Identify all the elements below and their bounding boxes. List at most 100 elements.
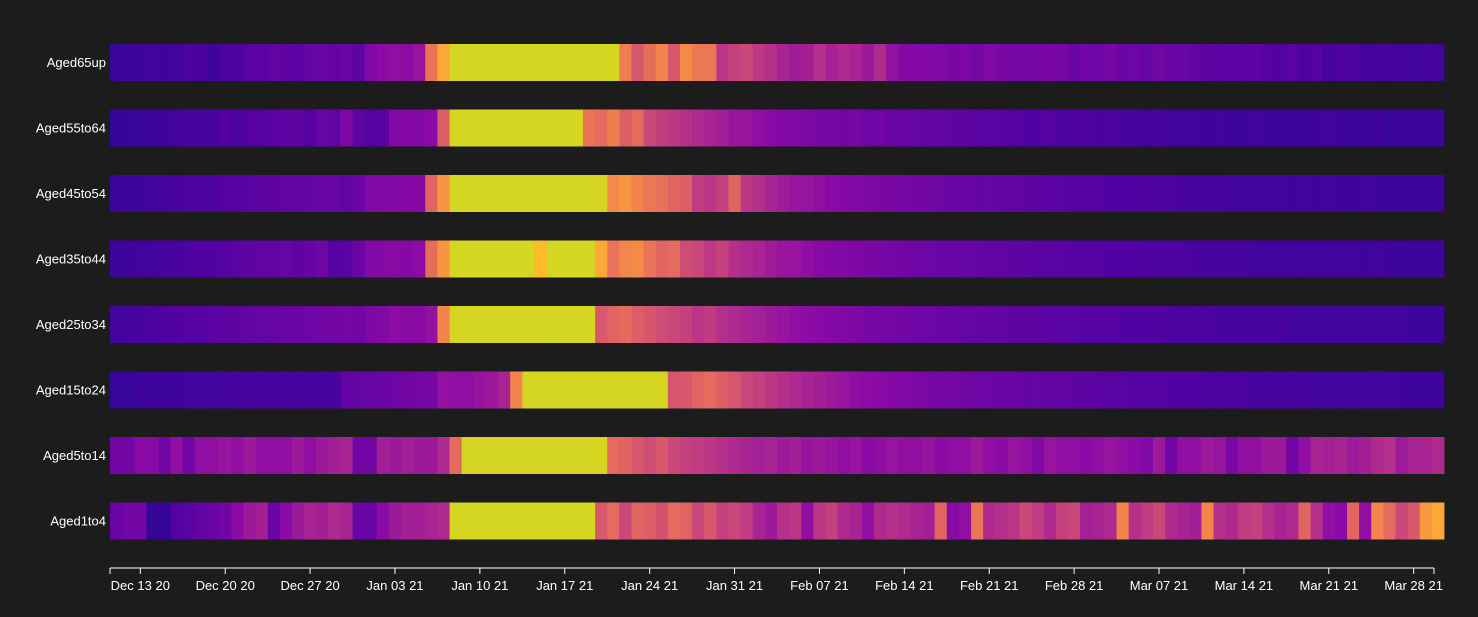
heatmap-cell bbox=[1262, 175, 1275, 212]
heatmap-cell bbox=[813, 44, 826, 81]
heatmap-cell bbox=[291, 502, 305, 540]
heatmap-cell bbox=[1383, 240, 1396, 278]
heatmap-cell bbox=[449, 240, 463, 278]
heatmap-cell bbox=[207, 437, 220, 474]
heatmap-cell bbox=[1116, 437, 1130, 474]
heatmap-cell bbox=[692, 371, 705, 409]
heatmap-cell bbox=[631, 44, 644, 81]
heatmap-cell bbox=[1068, 371, 1081, 409]
heatmap-cell bbox=[801, 371, 814, 409]
heatmap-cell bbox=[340, 371, 353, 409]
heatmap-cell bbox=[461, 44, 475, 81]
heatmap-cell bbox=[1274, 109, 1287, 147]
heatmap-cell bbox=[946, 109, 960, 147]
heatmap-cell bbox=[619, 306, 632, 343]
heatmap-cell bbox=[971, 240, 984, 278]
heatmap-cell bbox=[1249, 371, 1263, 409]
x-tick-label: Jan 10 21 bbox=[451, 578, 508, 593]
heatmap-cell bbox=[934, 240, 948, 278]
heatmap-cell bbox=[388, 109, 402, 147]
heatmap-cell bbox=[1407, 109, 1421, 147]
heatmap-cell bbox=[1346, 437, 1360, 474]
heatmap-cell bbox=[316, 306, 329, 343]
heatmap-cell bbox=[946, 437, 960, 474]
heatmap-cell bbox=[631, 175, 644, 212]
heatmap-cell bbox=[158, 240, 172, 278]
heatmap-cell bbox=[789, 175, 802, 212]
heatmap-cell bbox=[1310, 437, 1324, 474]
heatmap-cell bbox=[1080, 44, 1093, 81]
heatmap-cell bbox=[619, 371, 632, 409]
heatmap-cell bbox=[582, 240, 596, 278]
heatmap-row bbox=[110, 306, 1445, 343]
heatmap-cell bbox=[971, 371, 984, 409]
heatmap-cell bbox=[425, 502, 438, 540]
heatmap-cell bbox=[219, 306, 232, 343]
heatmap-cell bbox=[146, 44, 159, 81]
heatmap-cell bbox=[1128, 240, 1142, 278]
heatmap-cell bbox=[777, 44, 790, 81]
heatmap-cell bbox=[789, 502, 802, 540]
heatmap-cell bbox=[413, 175, 426, 212]
heatmap-cell bbox=[255, 502, 269, 540]
heatmap-cell bbox=[1274, 175, 1287, 212]
heatmap-cell bbox=[1419, 240, 1433, 278]
heatmap-cell bbox=[1298, 437, 1311, 474]
heatmap-cell bbox=[837, 175, 851, 212]
heatmap-cell bbox=[1359, 437, 1372, 474]
heatmap-cell bbox=[777, 109, 790, 147]
heatmap-cell bbox=[1213, 437, 1227, 474]
heatmap-cell bbox=[667, 44, 681, 81]
heatmap-cell bbox=[679, 175, 693, 212]
row-label: Aged1to4 bbox=[50, 514, 106, 529]
heatmap-cell bbox=[995, 109, 1008, 147]
heatmap-cell bbox=[692, 502, 705, 540]
heatmap-cell bbox=[995, 240, 1008, 278]
heatmap-cell bbox=[364, 44, 378, 81]
heatmap-cell bbox=[364, 306, 378, 343]
heatmap-cell bbox=[667, 437, 681, 474]
heatmap-row bbox=[110, 437, 1445, 474]
heatmap-cell bbox=[1007, 109, 1020, 147]
heatmap-cell bbox=[534, 306, 547, 343]
heatmap-cell bbox=[570, 371, 584, 409]
heatmap-cell bbox=[861, 306, 875, 343]
heatmap-cell bbox=[631, 371, 644, 409]
heatmap-cell bbox=[958, 44, 972, 81]
heatmap-cell bbox=[582, 371, 596, 409]
heatmap-cell bbox=[1128, 44, 1142, 81]
heatmap-cell bbox=[813, 240, 826, 278]
heatmap-cell bbox=[1322, 502, 1336, 540]
heatmap-cell bbox=[110, 502, 123, 540]
heatmap-cell bbox=[425, 437, 438, 474]
heatmap-cell bbox=[473, 109, 487, 147]
heatmap-cell bbox=[158, 44, 172, 81]
heatmap-cell bbox=[813, 502, 826, 540]
row-label: Aged5to14 bbox=[43, 448, 106, 463]
heatmap-cell bbox=[655, 44, 669, 81]
heatmap-cell bbox=[352, 44, 366, 81]
heatmap-cell bbox=[146, 240, 159, 278]
heatmap-cell bbox=[473, 175, 487, 212]
heatmap-cell bbox=[995, 371, 1008, 409]
heatmap-cell bbox=[995, 44, 1008, 81]
heatmap-cell bbox=[1189, 371, 1202, 409]
heatmap-cell bbox=[122, 109, 135, 147]
heatmap-cell bbox=[886, 437, 899, 474]
heatmap-cell bbox=[110, 437, 123, 474]
x-tick-label: Dec 13 20 bbox=[111, 578, 170, 593]
heatmap-cell bbox=[655, 240, 669, 278]
heatmap-cell bbox=[522, 306, 535, 343]
heatmap-cell bbox=[279, 371, 293, 409]
heatmap-cell bbox=[983, 44, 996, 81]
heatmap-cell bbox=[279, 437, 293, 474]
heatmap-cell bbox=[1371, 306, 1384, 343]
heatmap-cell bbox=[728, 175, 742, 212]
heatmap-rows bbox=[110, 44, 1445, 540]
heatmap-cell bbox=[1007, 175, 1020, 212]
heatmap-cell bbox=[376, 175, 390, 212]
heatmap-cell bbox=[316, 175, 329, 212]
heatmap-cell bbox=[146, 175, 159, 212]
heatmap-cell bbox=[728, 44, 742, 81]
heatmap-cell bbox=[861, 175, 875, 212]
